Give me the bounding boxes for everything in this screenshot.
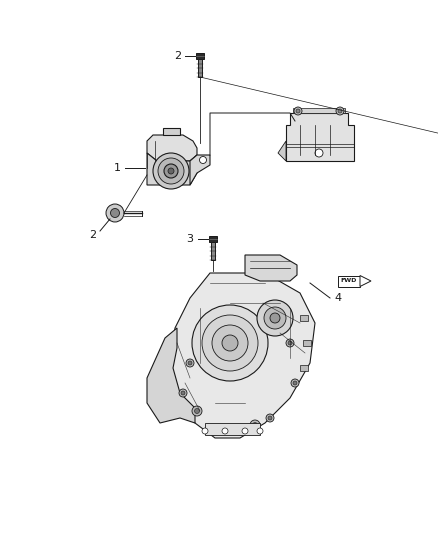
Circle shape	[252, 423, 258, 427]
Circle shape	[315, 149, 323, 157]
Circle shape	[238, 429, 242, 433]
Circle shape	[194, 408, 199, 414]
Bar	[300, 315, 308, 321]
Circle shape	[264, 307, 286, 329]
Circle shape	[106, 204, 124, 222]
Bar	[300, 365, 308, 371]
Circle shape	[222, 428, 228, 434]
Bar	[198, 59, 202, 77]
Circle shape	[242, 428, 248, 434]
Circle shape	[222, 335, 238, 351]
Circle shape	[336, 107, 344, 115]
Circle shape	[192, 406, 202, 416]
Polygon shape	[293, 108, 345, 113]
Circle shape	[257, 300, 293, 336]
Circle shape	[186, 359, 194, 367]
Text: 3: 3	[187, 234, 194, 244]
Circle shape	[199, 157, 206, 164]
Bar	[338, 276, 360, 287]
Polygon shape	[163, 128, 180, 135]
Circle shape	[158, 158, 184, 184]
Circle shape	[179, 389, 187, 397]
Bar	[209, 236, 217, 242]
Circle shape	[270, 313, 280, 323]
Text: FWD: FWD	[341, 279, 357, 284]
Circle shape	[164, 164, 178, 178]
Polygon shape	[245, 255, 297, 281]
Circle shape	[250, 420, 260, 430]
Polygon shape	[147, 328, 195, 423]
Circle shape	[293, 381, 297, 385]
Circle shape	[236, 427, 244, 435]
Circle shape	[338, 109, 342, 113]
Circle shape	[181, 391, 185, 395]
Circle shape	[202, 428, 208, 434]
Bar	[211, 242, 215, 260]
Circle shape	[188, 361, 192, 365]
Text: 2: 2	[89, 230, 96, 240]
Circle shape	[110, 208, 120, 217]
Circle shape	[294, 107, 302, 115]
Circle shape	[153, 153, 189, 189]
Circle shape	[257, 428, 263, 434]
Circle shape	[288, 341, 292, 345]
Polygon shape	[205, 423, 260, 435]
Polygon shape	[170, 273, 315, 438]
Bar	[196, 53, 204, 59]
Circle shape	[296, 109, 300, 113]
Text: 2: 2	[174, 51, 182, 61]
Polygon shape	[190, 155, 210, 185]
Circle shape	[168, 168, 174, 174]
Bar	[303, 340, 311, 346]
Circle shape	[266, 414, 274, 422]
Text: 1: 1	[113, 163, 120, 173]
Circle shape	[212, 325, 248, 361]
Circle shape	[202, 315, 258, 371]
Text: 4: 4	[335, 293, 342, 303]
Polygon shape	[360, 276, 371, 287]
Circle shape	[291, 379, 299, 387]
Circle shape	[286, 339, 294, 347]
Polygon shape	[147, 153, 197, 185]
Polygon shape	[286, 113, 354, 161]
Circle shape	[268, 416, 272, 420]
Polygon shape	[278, 141, 286, 161]
Polygon shape	[147, 135, 197, 161]
Circle shape	[192, 305, 268, 381]
